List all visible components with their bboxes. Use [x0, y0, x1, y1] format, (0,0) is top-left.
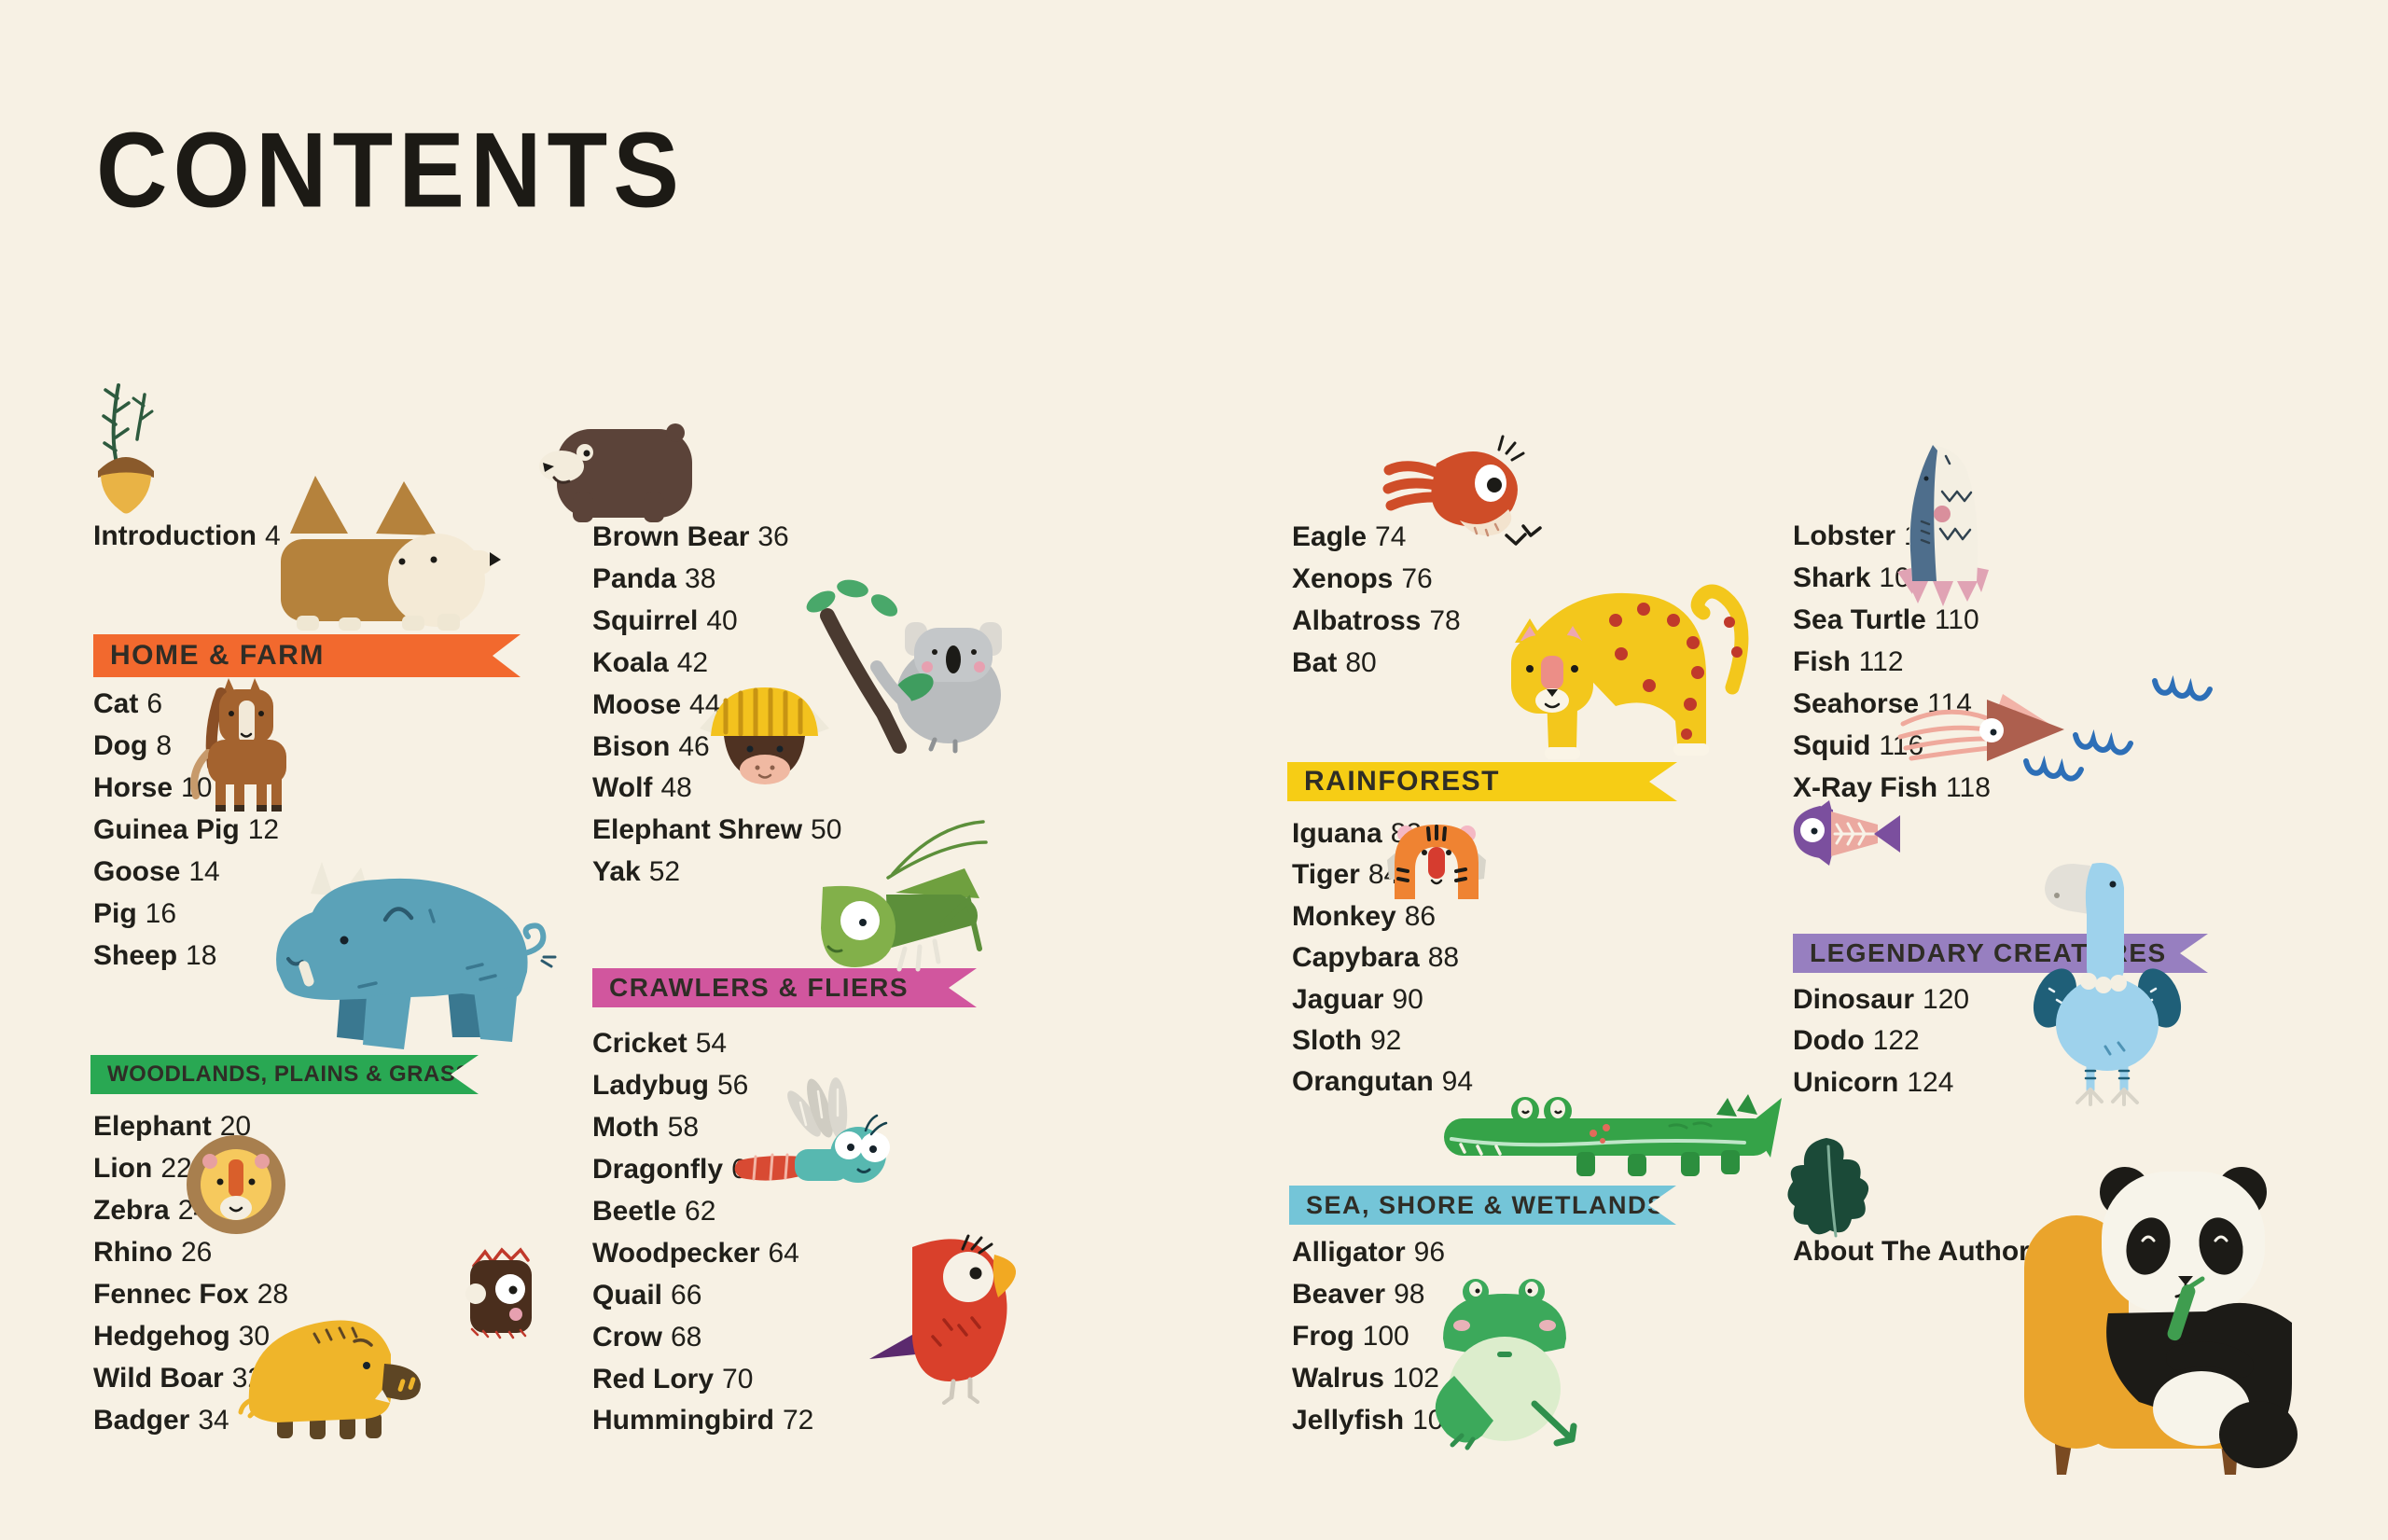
toc-entry-albatross: Albatross 78: [1292, 605, 1461, 636]
badger-face-illustration: [465, 1247, 532, 1339]
tiger-face-illustration: [1387, 825, 1486, 899]
toc-entry-tiger: Tiger 84: [1292, 859, 1400, 890]
section-banner-label: RAINFOREST: [1304, 766, 1500, 797]
toc-entry-lion: Lion 22: [93, 1153, 192, 1184]
section-banner-label: WOODLANDS, PLAINS & GRASSLANDS: [107, 1061, 551, 1087]
toc-entry-jaguar: Jaguar 90: [1292, 984, 1423, 1015]
squid-illustration: [1897, 694, 2064, 761]
section-banner-label: SEA, SHORE & WETLANDS: [1306, 1190, 1666, 1219]
section-banner-label: HOME & FARM: [110, 640, 325, 671]
toc-entry-squirrel: Squirrel 40: [592, 605, 738, 636]
toc-entry-koala: Koala 42: [592, 647, 709, 678]
toc-entry-introduction: Introduction 4: [93, 520, 281, 551]
wild-boar-illustration: [238, 1320, 421, 1439]
toc-entry-beetle: Beetle 62: [592, 1196, 716, 1227]
horse-illustration: [190, 678, 286, 812]
toc-entry-badger: Badger 34: [93, 1405, 229, 1436]
toc-entry-sea-turtle: Sea Turtle 110: [1793, 604, 1979, 635]
blue-hippo-illustration: [276, 862, 557, 1049]
toc-entry-elephant-shrew: Elephant Shrew 50: [592, 814, 842, 845]
toc-entry-dog: Dog 8: [93, 730, 173, 761]
toc-entry-goose: Goose 14: [93, 856, 220, 887]
brown-bear-illustration: [539, 423, 692, 522]
acorn-with-sprigs-illustration: [98, 383, 154, 514]
toc-entry-guinea-pig: Guinea Pig 12: [93, 814, 280, 845]
xenops-bird-illustration: [1382, 435, 1542, 546]
toc-entry-cricket: Cricket 54: [592, 1028, 728, 1059]
toc-entry-cat: Cat 6: [93, 688, 163, 719]
toc-entry-brown-bear: Brown Bear 36: [592, 521, 789, 552]
page-title: CONTENTS: [96, 111, 685, 230]
koala-on-branch-illustration: [806, 579, 1002, 754]
panda-in-armchair-illustration: [2024, 1167, 2298, 1475]
section-banner-rainforest: RAINFOREST: [1287, 762, 1677, 801]
toc-entry-bison: Bison 46: [592, 731, 710, 762]
toc-entry-walrus: Walrus 102: [1292, 1363, 1439, 1394]
x-ray-fish-illustration: [1793, 800, 1900, 866]
leaf-illustration: [1787, 1138, 1869, 1238]
lion-face-illustration: [187, 1135, 285, 1234]
toc-entry-panda: Panda 38: [592, 563, 716, 594]
grasshopper-illustration: [821, 820, 988, 972]
toc-entry-capybara: Capybara 88: [1292, 942, 1460, 973]
toc-entry-unicorn: Unicorn 124: [1793, 1067, 1954, 1098]
toc-entry-eagle: Eagle 74: [1292, 521, 1407, 552]
toc-entry-orangutan: Orangutan 94: [1292, 1066, 1474, 1097]
toc-entry-woodpecker: Woodpecker 64: [592, 1238, 799, 1269]
toc-entry-alligator: Alligator 96: [1292, 1237, 1446, 1268]
toc-entry-ladybug: Ladybug 56: [592, 1070, 749, 1101]
crocodile-illustration: [1444, 1094, 1782, 1176]
toc-entry-x-ray-fish: X-Ray Fish 118: [1793, 772, 1991, 803]
toc-entry-red-lory: Red Lory 70: [592, 1364, 754, 1394]
dragonfly-illustration: [734, 1077, 890, 1183]
toc-entry-wild-boar: Wild Boar 32: [93, 1363, 264, 1394]
toc-entry-frog: Frog 100: [1292, 1321, 1409, 1352]
sea-waves-illustration: [2023, 674, 2213, 782]
toc-entry-hedgehog: Hedgehog 30: [93, 1321, 271, 1352]
toc-entry-sloth: Sloth 92: [1292, 1025, 1402, 1056]
toc-entry-quail: Quail 66: [592, 1280, 702, 1311]
toc-entry-hummingbird: Hummingbird 72: [592, 1405, 814, 1436]
toc-entry-fennec-fox: Fennec Fox 28: [93, 1279, 289, 1310]
toc-entry-monkey: Monkey 86: [1292, 901, 1437, 932]
dodo-illustration: [2033, 863, 2182, 1106]
red-lory-parrot-illustration: [869, 1234, 1017, 1405]
toc-entry-rhino: Rhino 26: [93, 1237, 213, 1268]
toc-entry-moth: Moth 58: [592, 1112, 700, 1143]
frog-illustration: [1435, 1279, 1577, 1450]
toc-entry-dodo: Dodo 122: [1793, 1025, 1920, 1056]
section-banner-woodlands: WOODLANDS, PLAINS & GRASSLANDS: [90, 1055, 479, 1094]
toc-entry-fish: Fish 112: [1793, 646, 1904, 677]
jaguar-illustration: [1511, 584, 1749, 759]
corgi-dog-illustration: [281, 476, 501, 631]
toc-entry-sheep: Sheep 18: [93, 940, 217, 971]
section-banner-home-farm: HOME & FARM: [93, 634, 521, 677]
section-banner-label: CRAWLERS & FLIERS: [609, 973, 909, 1002]
toc-entry-dinosaur: Dinosaur 120: [1793, 984, 1970, 1015]
toc-entry-pig: Pig 16: [93, 898, 177, 929]
toc-entry-wolf: Wolf 48: [592, 772, 692, 803]
toc-entry-xenops: Xenops 76: [1292, 563, 1433, 594]
toc-entry-beaver: Beaver 98: [1292, 1279, 1425, 1310]
bison-head-illustration: [700, 687, 829, 784]
section-banner-sea-shore-wetlands: SEA, SHORE & WETLANDS: [1289, 1186, 1676, 1225]
shark-head-illustration: [1897, 445, 1989, 606]
section-banner-crawlers-fliers: CRAWLERS & FLIERS: [592, 968, 977, 1007]
toc-entry-yak: Yak 52: [592, 856, 681, 887]
toc-entry-bat: Bat 80: [1292, 647, 1377, 678]
toc-entry-crow: Crow 68: [592, 1322, 702, 1353]
